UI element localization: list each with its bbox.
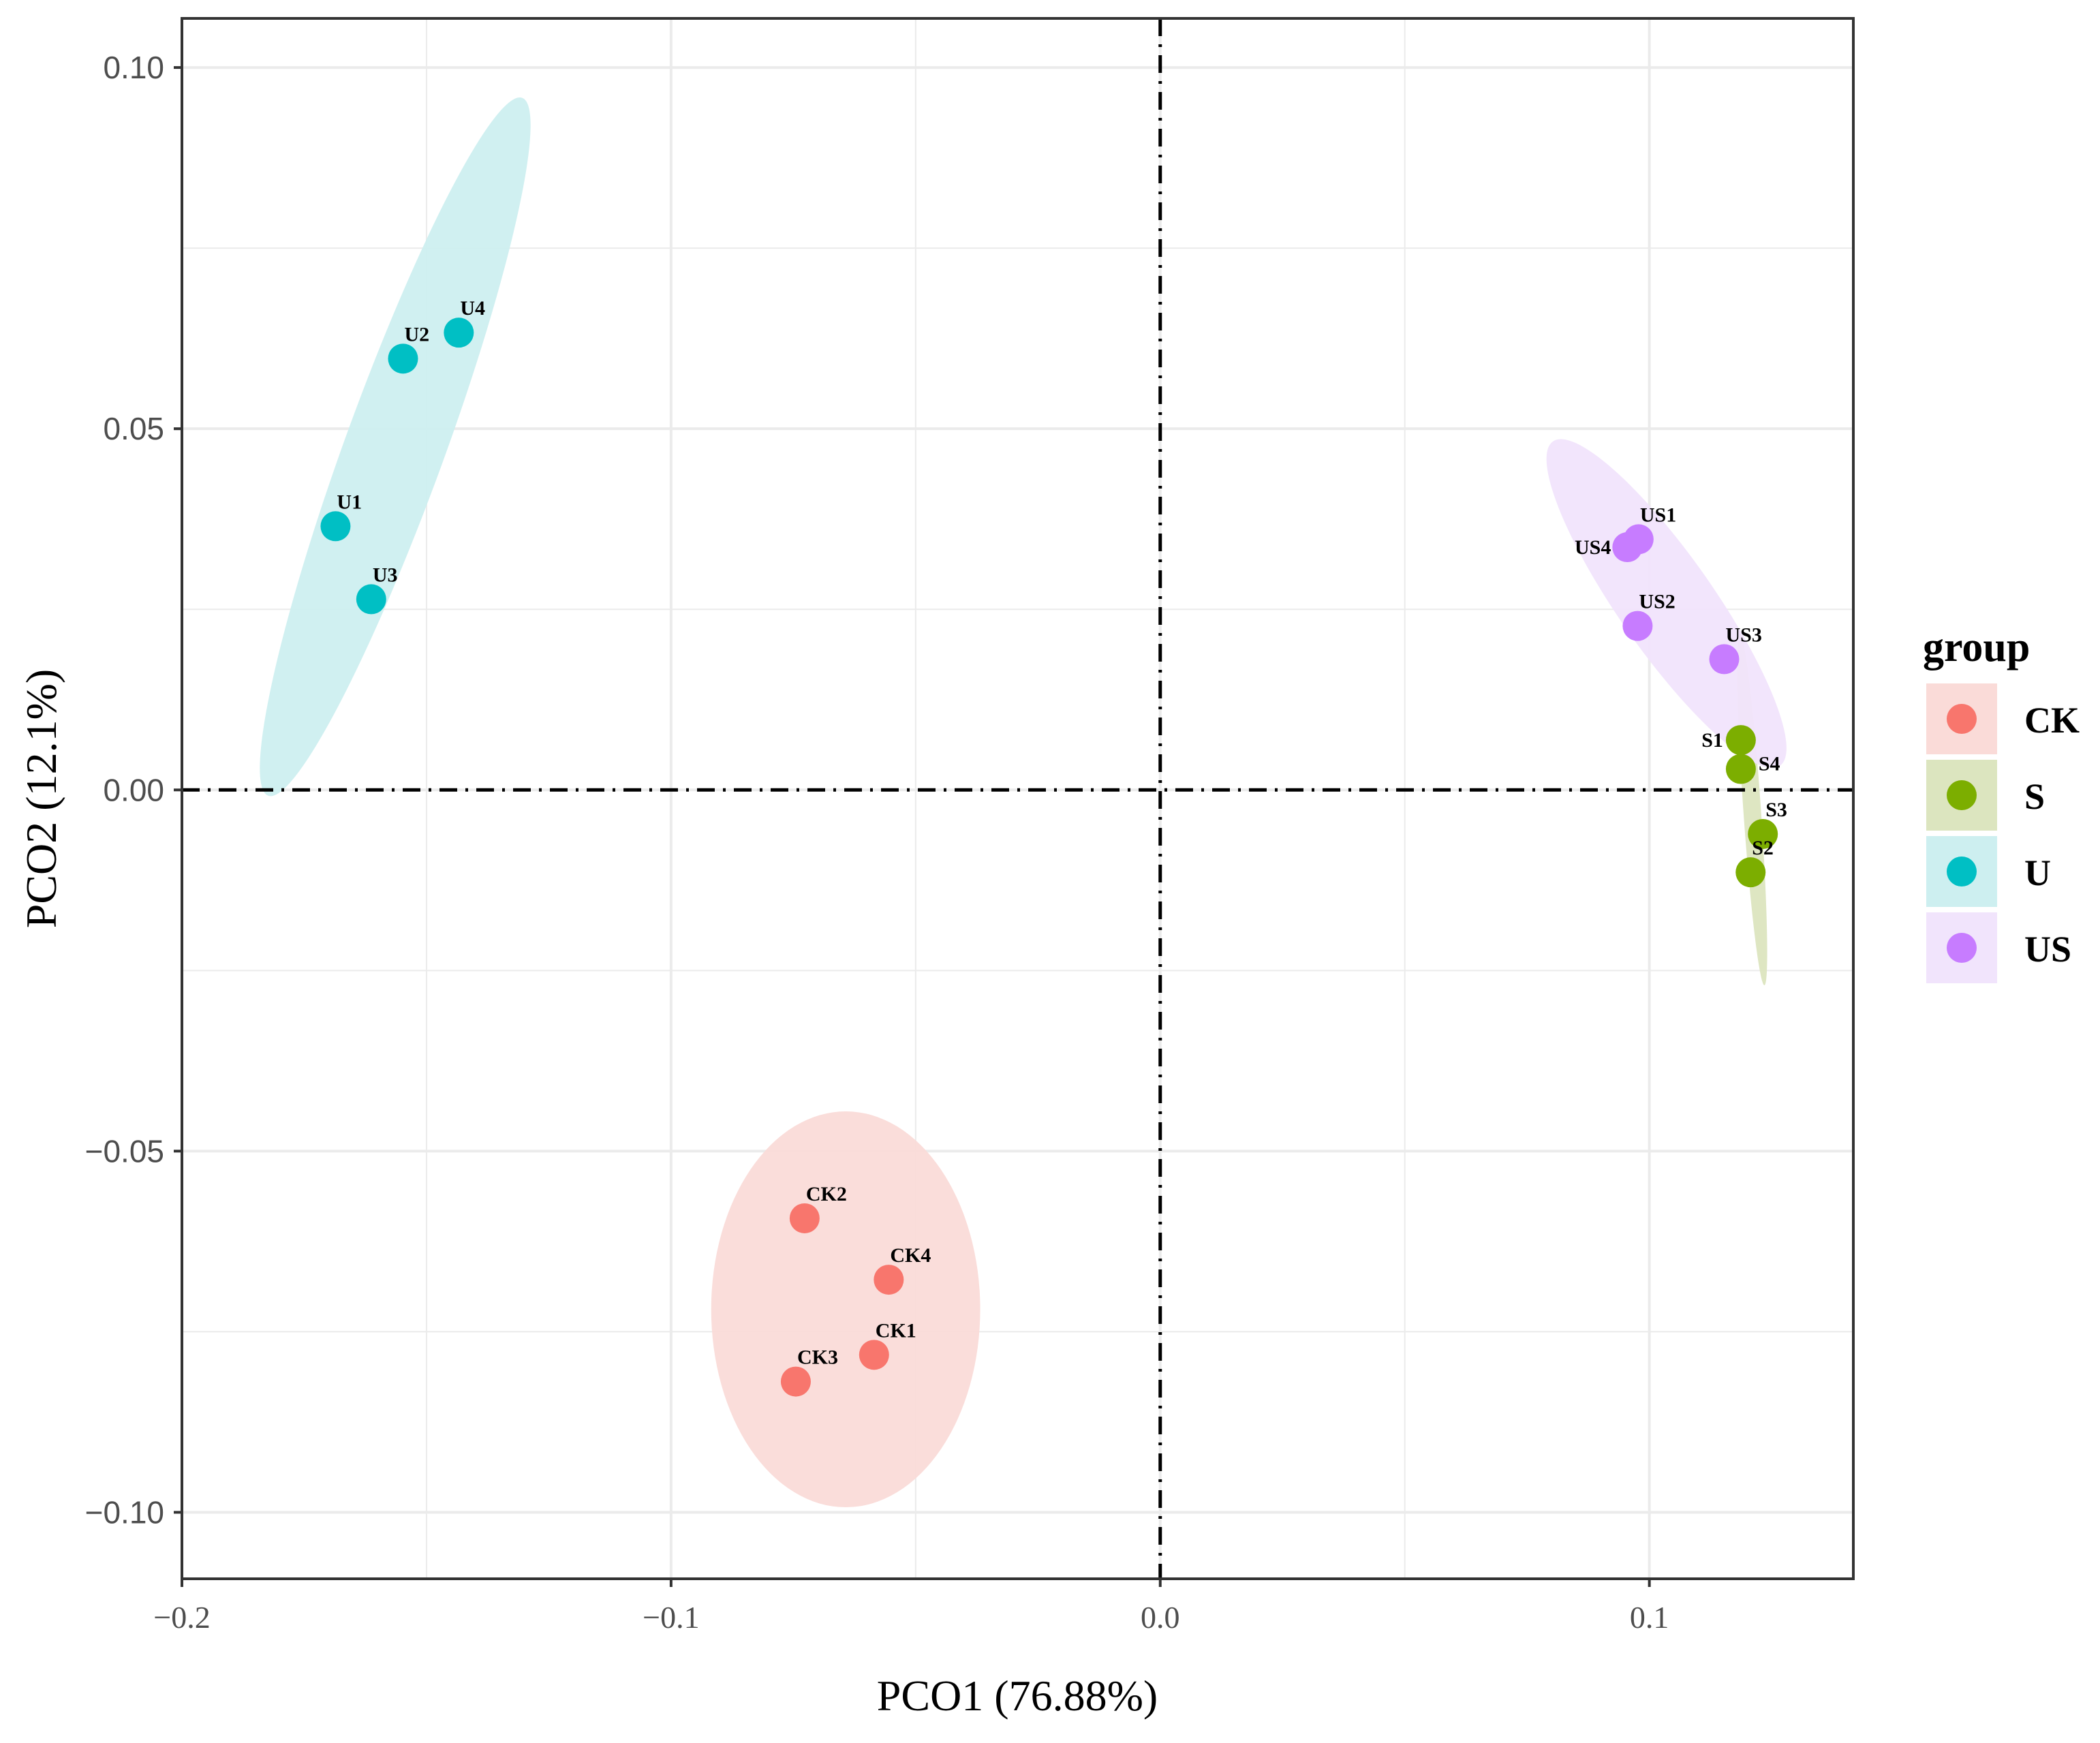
point-label-ck2: CK2 <box>806 1183 847 1205</box>
legend-marker-s <box>1947 780 1977 810</box>
ellipse-u <box>260 97 531 797</box>
point-u1 <box>320 511 351 542</box>
legend-marker-us <box>1947 933 1977 963</box>
y-tick-label: 0.05 <box>103 411 164 446</box>
point-label-us4: US4 <box>1575 536 1611 559</box>
legend-label-ck: CK <box>2024 700 2080 741</box>
point-us4 <box>1612 532 1643 563</box>
point-u4 <box>444 318 474 348</box>
point-label-s4: S4 <box>1759 753 1780 775</box>
point-s1 <box>1725 725 1756 756</box>
point-s2 <box>1735 857 1766 888</box>
x-tick-label: 0.0 <box>1141 1600 1180 1635</box>
x-axis-ticks: −0.2 −0.1 0.0 0.1 <box>153 1579 1669 1635</box>
point-ck3 <box>780 1366 811 1397</box>
point-label-ck1: CK1 <box>876 1319 916 1342</box>
point-ck4 <box>874 1265 904 1295</box>
x-axis-title: PCO1 (76.88%) <box>877 1671 1158 1720</box>
y-tick-label: 0.10 <box>103 50 164 85</box>
point-u3 <box>356 584 386 615</box>
x-tick-label: −0.2 <box>153 1600 210 1635</box>
grid <box>181 18 1853 1579</box>
point-label-u4: U4 <box>460 297 485 320</box>
y-tick-label: 0.00 <box>103 772 164 807</box>
legend-marker-ck <box>1947 704 1977 734</box>
point-label-s1: S1 <box>1701 729 1723 752</box>
x-tick-label: −0.1 <box>643 1600 699 1635</box>
point-label-s3: S3 <box>1765 799 1787 821</box>
legend-label-u: U <box>2024 852 2051 893</box>
y-axis-ticks: −0.10 −0.05 0.00 0.05 0.10 <box>85 50 182 1530</box>
point-label-us1: US1 <box>1640 504 1676 526</box>
point-label-ck4: CK4 <box>890 1244 931 1267</box>
point-s4 <box>1725 754 1756 784</box>
group-ellipses <box>260 97 1787 1508</box>
point-ck2 <box>789 1203 820 1233</box>
legend: group CK SU US <box>1923 624 2080 983</box>
y-axis-title: PCO2 (12.1%) <box>17 669 65 928</box>
point-us2 <box>1622 611 1653 641</box>
point-s3 <box>1748 818 1778 849</box>
ellipse-ck <box>711 1111 980 1508</box>
point-label-u3: U3 <box>373 564 398 586</box>
ellipse-us <box>1546 439 1787 769</box>
point-us3 <box>1709 644 1740 675</box>
legend-label-s: S <box>2024 776 2045 817</box>
y-tick-label: −0.05 <box>85 1133 164 1169</box>
point-label-u1: U1 <box>337 491 362 513</box>
x-tick-label: 0.1 <box>1630 1600 1669 1635</box>
legend-title: group <box>1923 624 2030 670</box>
point-ck1 <box>859 1340 889 1370</box>
legend-marker-u <box>1947 857 1977 886</box>
point-label-ck3: CK3 <box>797 1346 838 1369</box>
y-tick-label: −0.10 <box>85 1494 164 1530</box>
legend-label-us: US <box>2024 929 2071 970</box>
reference-lines <box>182 18 1853 1579</box>
point-label-s2: S2 <box>1752 837 1774 859</box>
data-points <box>320 318 1778 1397</box>
point-label-us3: US3 <box>1725 623 1761 646</box>
point-u2 <box>388 343 418 374</box>
panel-border <box>181 17 1855 1580</box>
point-labels: CK1 CK2 CK3 CK4 S1 S2 S3 S4 U1 U2 U3 U4 US1 US2 US3 US4 <box>337 297 1787 1368</box>
point-label-u2: U2 <box>404 323 429 345</box>
point-label-us2: US2 <box>1639 591 1675 613</box>
